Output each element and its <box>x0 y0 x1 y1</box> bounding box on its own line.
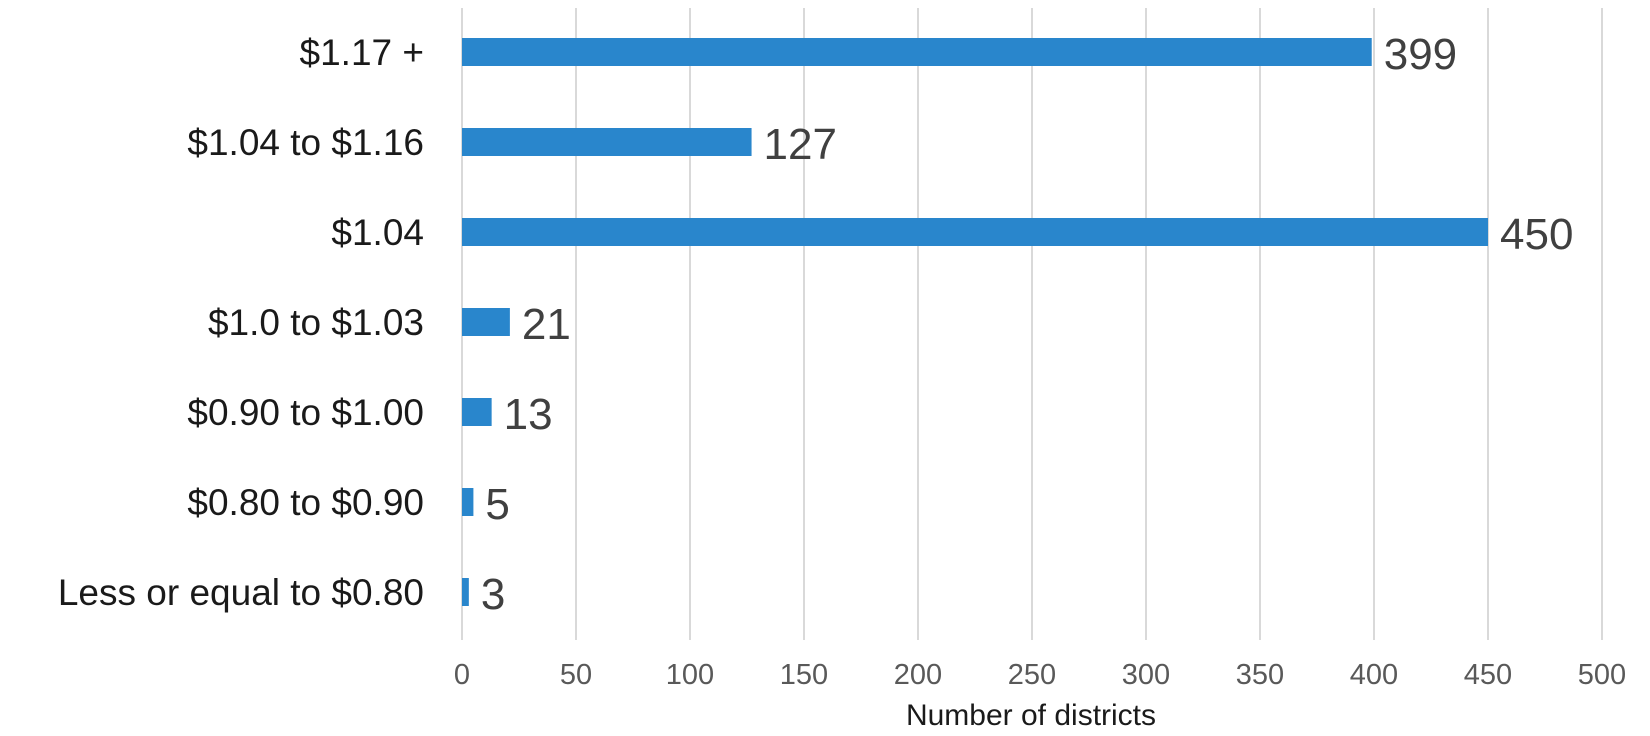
data-labels: 399 127 450 21 13 5 3 <box>481 30 1574 619</box>
x-tick-label: 150 <box>780 659 828 691</box>
x-tick-label: 500 <box>1578 659 1626 691</box>
category-label: $1.17 + <box>300 32 424 73</box>
x-tick-label: 100 <box>666 659 714 691</box>
x-tick-label: 300 <box>1122 659 1170 691</box>
category-labels: $1.17 + $1.04 to $1.16 $1.04 $1.0 to $1.03 $… <box>58 32 424 613</box>
category-label: Less or equal to $0.80 <box>58 572 424 613</box>
data-label: 13 <box>504 390 553 439</box>
bar <box>462 578 469 606</box>
x-tick-label: 200 <box>894 659 942 691</box>
bar <box>462 38 1372 66</box>
data-label: 450 <box>1500 210 1573 259</box>
data-label: 3 <box>481 570 505 619</box>
bars <box>462 38 1488 606</box>
data-label: 5 <box>485 480 509 529</box>
bar <box>462 488 474 516</box>
category-label: $1.04 <box>331 212 424 253</box>
category-label: $1.04 to $1.16 <box>187 122 424 163</box>
category-label: $0.90 to $1.00 <box>187 392 424 433</box>
x-tick-label: 450 <box>1464 659 1512 691</box>
bar <box>462 218 1488 246</box>
x-tick-label: 400 <box>1350 659 1398 691</box>
x-tick-label: 250 <box>1008 659 1056 691</box>
x-axis-ticks: 0 50 100 150 200 250 300 350 400 450 500 <box>454 659 1626 691</box>
data-label: 399 <box>1384 30 1457 79</box>
data-label: 21 <box>522 300 571 349</box>
bar <box>462 128 752 156</box>
category-label: $0.80 to $0.90 <box>187 482 424 523</box>
gridlines <box>461 8 1603 640</box>
category-label: $1.0 to $1.03 <box>208 302 424 343</box>
x-axis-title: Number of districts <box>906 699 1156 732</box>
data-label: 127 <box>764 120 837 169</box>
bar <box>462 398 492 426</box>
x-tick-label: 50 <box>560 659 592 691</box>
bar <box>462 308 510 336</box>
x-tick-label: 350 <box>1236 659 1284 691</box>
x-tick-label: 0 <box>454 659 470 691</box>
